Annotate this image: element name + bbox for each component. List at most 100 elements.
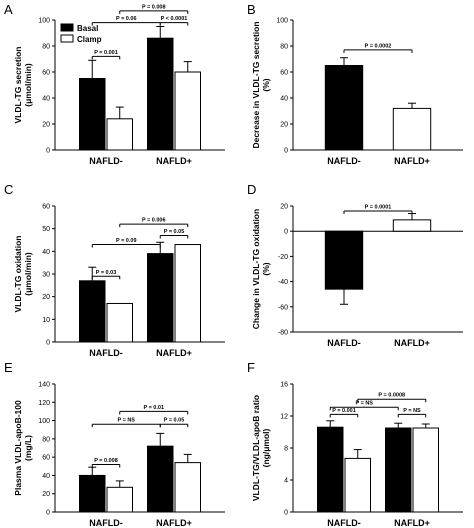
y-tick-label: 20 <box>42 122 50 129</box>
p-value-label: P < 0.0001 <box>161 16 188 22</box>
y-tick-label: 100 <box>276 18 288 25</box>
p-value-label: P = 0.001 <box>94 50 118 56</box>
bar <box>392 219 432 232</box>
panel-b: B Decrease in VLDL-TG secretion (%) 0 20 40 60… <box>247 2 463 166</box>
y-tick-label: 0 <box>284 148 288 155</box>
y-axis-label: VLDL-TG oxidation <box>13 236 23 313</box>
panel-letter: C <box>4 182 13 197</box>
x-category-label: NAFLD+ <box>156 156 192 166</box>
panel-letter: E <box>4 360 13 375</box>
p-value-label: P = 0.09 <box>116 238 137 244</box>
p-value-label: P = 0.01 <box>143 405 164 411</box>
y-tick-label: 4 <box>284 478 288 485</box>
panel-a: A VLDL-TG secretion (μmol/min) 0 20 40 60 80 100… <box>4 2 225 166</box>
y-axis-label: VLDL-TG secretion <box>13 47 23 124</box>
y-tick-label: 60 <box>42 204 50 211</box>
p-value-label: P = 0.05 <box>164 229 185 235</box>
y-tick-label: 80 <box>280 44 288 51</box>
bar <box>106 302 133 343</box>
bar <box>79 474 106 513</box>
y-tick-label: -40 <box>278 279 288 286</box>
legend: Basal Clamp <box>60 23 102 44</box>
y-tick-label: -20 <box>278 254 288 261</box>
y-tick-label: 40 <box>42 249 50 256</box>
bar <box>79 78 106 151</box>
y-tick-label: 40 <box>42 96 50 103</box>
y-tick-label: 40 <box>280 96 288 103</box>
x-category-label: NAFLD- <box>327 338 361 348</box>
y-tick-label: 10 <box>42 317 50 324</box>
y-tick-label: 50 <box>42 226 50 233</box>
y-tick-label: 20 <box>42 491 50 498</box>
bar <box>174 244 201 343</box>
bar <box>324 230 364 290</box>
bar <box>106 486 133 513</box>
y-tick-label: -60 <box>278 304 288 311</box>
bar <box>79 280 106 343</box>
panel-f: F VLDL-TG/VLDL-apoB ratio (ng/μmol) 0 4 8 12 16… <box>247 360 463 528</box>
bar <box>392 107 432 151</box>
y-tick-label: 80 <box>42 44 50 51</box>
y-axis-label: Change in VLDL-TG oxidation <box>251 209 261 329</box>
p-value-label: P = 0.0002 <box>365 43 392 49</box>
bar <box>147 37 174 151</box>
y-axis-label: (%) <box>261 262 271 275</box>
p-value-label: P = 0.008 <box>94 458 118 464</box>
p-value-label: P = NS <box>356 401 374 407</box>
bar <box>412 427 439 513</box>
p-value-label: P = 0.008 <box>142 4 166 10</box>
legend-label-clamp: Clamp <box>77 35 102 44</box>
panel-d: D Change in VLDL-TG oxidation (%) -80 -60 -40… <box>247 182 463 348</box>
p-value-label: P = 0.001 <box>332 408 356 414</box>
bar <box>385 427 412 513</box>
y-tick-label: 0 <box>284 229 288 236</box>
y-tick-label: 80 <box>42 436 50 443</box>
y-tick-label: 0 <box>284 510 288 517</box>
legend-swatch-basal <box>60 23 74 32</box>
y-tick-label: 12 <box>280 414 288 421</box>
x-category-label: NAFLD+ <box>394 156 430 166</box>
y-tick-label: 0 <box>46 148 50 155</box>
x-category-label: NAFLD- <box>89 518 123 528</box>
bar <box>147 253 174 343</box>
y-tick-label: 30 <box>42 272 50 279</box>
x-category-label: NAFLD+ <box>156 348 192 358</box>
y-axis-label: Plasma VLDL-apoB-100 <box>13 400 23 496</box>
bar <box>174 71 201 151</box>
y-tick-label: 100 <box>38 418 50 425</box>
p-value-label: P = NS <box>403 408 421 414</box>
bar <box>324 65 364 151</box>
p-value-label: P = 0.006 <box>142 218 166 224</box>
y-tick-label: 60 <box>42 70 50 77</box>
y-tick-label: 40 <box>42 473 50 480</box>
p-value-label: P = 0.06 <box>116 16 137 22</box>
y-axis-label: (%) <box>261 78 271 91</box>
y-axis-label: (mg/L) <box>23 435 33 461</box>
panel-letter: A <box>4 2 13 17</box>
y-tick-label: 120 <box>38 400 50 407</box>
y-axis-label: (μmol/min) <box>23 63 33 107</box>
y-tick-label: 0 <box>46 340 50 347</box>
y-tick-label: 140 <box>38 382 50 389</box>
panel-letter: D <box>247 182 256 197</box>
bar <box>344 457 371 513</box>
x-category-label: NAFLD+ <box>394 338 430 348</box>
bar <box>147 445 174 513</box>
y-axis-label: (ng/μmol) <box>261 428 271 467</box>
p-value-label: P = 0.0008 <box>378 393 405 399</box>
p-value-label: P = NS <box>118 418 136 424</box>
x-category-label: NAFLD+ <box>156 518 192 528</box>
y-tick-label: 20 <box>280 122 288 129</box>
y-axis-label: Decrease in VLDL-TG secretion <box>251 21 261 148</box>
panel-letter: F <box>247 360 255 375</box>
bar <box>106 118 133 151</box>
p-value-label: P = 0.03 <box>96 270 117 276</box>
y-tick-label: 60 <box>42 455 50 462</box>
x-category-label: NAFLD+ <box>394 518 430 528</box>
x-category-label: NAFLD- <box>89 348 123 358</box>
y-tick-label: -80 <box>278 330 288 337</box>
bar <box>317 426 344 513</box>
y-tick-label: 16 <box>280 382 288 389</box>
panel-c: C VLDL-TG oxidation (μmol/min) 0 10 20 30 40 50 6… <box>4 182 225 358</box>
legend-label-basal: Basal <box>77 24 98 33</box>
